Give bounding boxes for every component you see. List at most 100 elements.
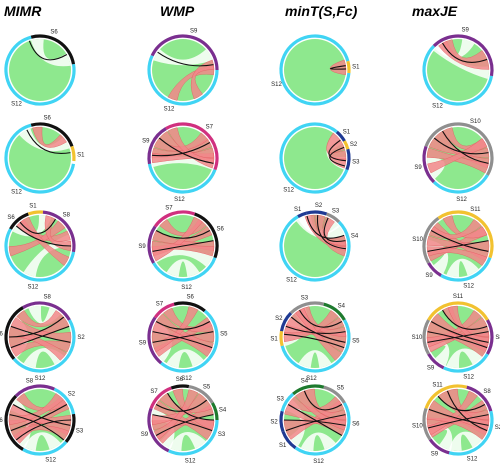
column-title-mint: minT(S,Fc): [285, 3, 358, 19]
segment-label: S11: [432, 382, 443, 388]
chord-diagram: S12 S9: [147, 28, 219, 113]
chord-diagram: S12 S9 S10 S11 S8: [412, 294, 500, 381]
segment-label: S6: [50, 29, 58, 35]
segment-label: S2: [275, 316, 283, 322]
ring-segment: [160, 357, 211, 373]
chord-diagram: S12 S9: [422, 28, 494, 110]
segment-label: S4: [351, 233, 359, 239]
ring-segment: [292, 384, 325, 396]
chord-line: [152, 331, 213, 349]
segment-label: S4: [338, 304, 346, 310]
ring-segment: [486, 319, 494, 355]
chord-red: [295, 390, 347, 431]
chord-line: [290, 316, 346, 343]
chord-line: [283, 419, 346, 426]
segment-label: S12: [456, 197, 467, 203]
ring-segment: [427, 262, 442, 277]
chord-line: [10, 325, 71, 343]
ring-segment: [64, 413, 76, 443]
ring-segment: [279, 410, 285, 433]
ring-segment: [437, 210, 494, 259]
ring-segment: [9, 212, 29, 230]
ring-segment: [422, 407, 432, 441]
chord-red: [10, 425, 70, 440]
segment-label: S10: [412, 424, 423, 430]
chord-red: [190, 59, 215, 100]
ring-segment: [147, 225, 157, 264]
segment-label: S2: [270, 419, 278, 425]
segment-label: S8: [43, 295, 51, 301]
chord-disc: [9, 39, 71, 101]
chord-line: [152, 414, 213, 432]
chord-diagram: S12 S6 S1 S8: [4, 204, 76, 290]
segment-label: S6: [216, 227, 224, 233]
chord-disc: [284, 39, 346, 101]
chord-diagram: S12 S6: [4, 29, 76, 108]
segment-label: S3: [332, 208, 340, 214]
ring-segment: [4, 228, 76, 282]
segment-label: S2: [315, 203, 323, 209]
ring-segment: [70, 145, 76, 162]
chord-gap: [448, 431, 483, 452]
segment-label: S1: [270, 336, 278, 342]
segment-label: S6: [176, 377, 184, 383]
chord-line: [306, 215, 345, 239]
chord-line: [152, 240, 214, 252]
chord-line: [155, 230, 211, 239]
chord-diagram: S12 S6 S8 S2: [0, 295, 85, 382]
ring-segment: [297, 211, 307, 218]
chord-red: [322, 216, 347, 257]
ring-segment: [343, 140, 350, 150]
ring-segment: [153, 210, 196, 228]
ring-segment: [53, 387, 76, 415]
chord-line: [287, 404, 343, 436]
chord-diagram: S12 S1 S2 S3: [279, 122, 360, 194]
chord-gap: [153, 49, 213, 66]
chord-diagram: S12 S9 S7: [142, 122, 219, 203]
segment-label: S5: [203, 384, 211, 390]
chord-line: [157, 51, 214, 67]
segment-label: S12: [467, 457, 478, 463]
segment-label: S3: [218, 432, 226, 438]
chord-line: [303, 390, 343, 411]
chord-line: [15, 225, 72, 247]
segment-label: S5: [220, 331, 228, 337]
segment-label: S1: [279, 443, 287, 449]
ring-segment: [289, 301, 325, 315]
ring-segment: [12, 353, 71, 373]
ring-segment: [4, 123, 76, 194]
chord-line: [10, 325, 70, 349]
segment-label: S7: [156, 301, 164, 307]
chord-red: [16, 310, 64, 328]
chord-gap: [166, 259, 200, 277]
ring-segment: [188, 384, 214, 404]
diagram-grid: S12S6S12S6S1S12S6S1S8S12S6S8S2S12S6S8S2S…: [0, 28, 500, 465]
ring-segment: [337, 220, 351, 259]
ring-segment: [27, 210, 44, 216]
ring-segment: [279, 330, 284, 347]
ring-segment: [207, 419, 219, 443]
ring-segment: [4, 306, 24, 360]
chord-red: [153, 389, 199, 440]
segment-label: S12: [181, 376, 192, 382]
ring-segment: [30, 34, 76, 65]
segment-label: S3: [352, 160, 360, 166]
ring-segment: [424, 384, 468, 409]
segment-label: S7: [150, 389, 158, 395]
chord-line: [437, 395, 486, 412]
ring-segment: [279, 215, 349, 282]
chord-line: [155, 399, 208, 412]
chord-gap: [30, 38, 71, 67]
segment-label: S6: [0, 331, 3, 337]
segment-label: S3: [277, 396, 285, 402]
segment-label: S9: [431, 452, 439, 458]
ring-segment: [14, 384, 56, 398]
ring-segment: [339, 402, 351, 443]
chord-red: [426, 310, 482, 348]
chord-line: [427, 414, 489, 429]
chord-line: [9, 414, 65, 441]
segment-label: S2: [77, 335, 85, 341]
segment-label: S12: [174, 197, 185, 203]
segment-label: S9: [138, 244, 146, 250]
segment-label: S12: [11, 102, 22, 108]
